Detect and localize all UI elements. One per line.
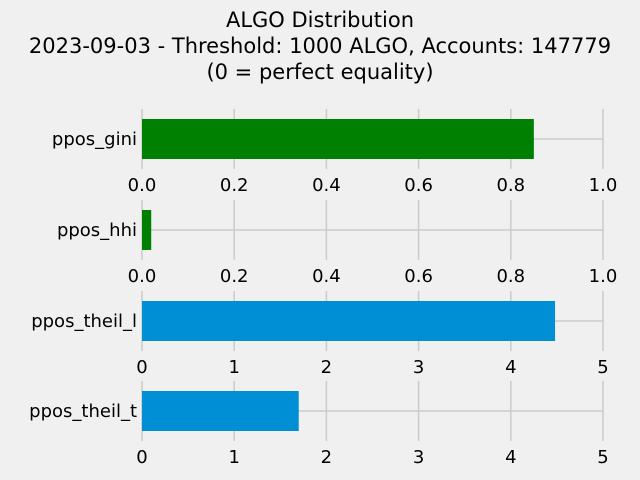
x-tick-label: 0.6 bbox=[404, 266, 433, 287]
x-tick-label: 0.4 bbox=[312, 175, 341, 196]
x-tick-label: 1 bbox=[228, 447, 239, 468]
x-tick-label: 4 bbox=[505, 447, 516, 468]
x-tick-label: 1 bbox=[228, 357, 239, 378]
x-tick-label: 0.8 bbox=[496, 266, 525, 287]
x-tick-label: 0.4 bbox=[312, 266, 341, 287]
x-tick-label: 0.2 bbox=[220, 266, 249, 287]
x-tick-label: 1.0 bbox=[589, 266, 618, 287]
x-tick-label: 0 bbox=[136, 357, 147, 378]
x-tick-label: 0.2 bbox=[220, 175, 249, 196]
category-label: ppos_hhi bbox=[57, 220, 137, 241]
bar-ppos_hhi bbox=[142, 210, 152, 250]
chart-title-line-3: (0 = perfect equality) bbox=[206, 60, 433, 84]
chart-title-line-1: ALGO Distribution bbox=[226, 8, 414, 32]
x-tick-label: 0.0 bbox=[128, 175, 157, 196]
x-tick-label: 5 bbox=[597, 447, 608, 468]
bar-ppos_theil_l bbox=[142, 301, 556, 341]
x-tick-label: 2 bbox=[321, 357, 332, 378]
x-tick-label: 3 bbox=[413, 447, 424, 468]
x-tick-label: 0.8 bbox=[496, 175, 525, 196]
x-tick-label: 2 bbox=[321, 447, 332, 468]
bar-ppos_gini bbox=[142, 119, 534, 159]
x-tick-label: 1.0 bbox=[589, 175, 618, 196]
x-tick-label: 0 bbox=[136, 447, 147, 468]
x-tick-label: 3 bbox=[413, 357, 424, 378]
category-label: ppos_theil_t bbox=[29, 401, 137, 422]
category-label: ppos_theil_l bbox=[31, 311, 137, 332]
chart-title-line-2: 2023-09-03 - Threshold: 1000 ALGO, Accou… bbox=[29, 34, 611, 58]
chart-panels: ppos_gini 0.0 0.2 0.4 0.6 0.8 1.0 ppos_hhi 0.0 0.… bbox=[29, 109, 617, 468]
x-tick-label: 5 bbox=[597, 357, 608, 378]
x-tick-label: 4 bbox=[505, 357, 516, 378]
category-label: ppos_gini bbox=[52, 129, 137, 150]
bar-ppos_theil_t bbox=[142, 391, 299, 431]
x-tick-label: 0.0 bbox=[128, 266, 157, 287]
x-tick-label: 0.6 bbox=[404, 175, 433, 196]
